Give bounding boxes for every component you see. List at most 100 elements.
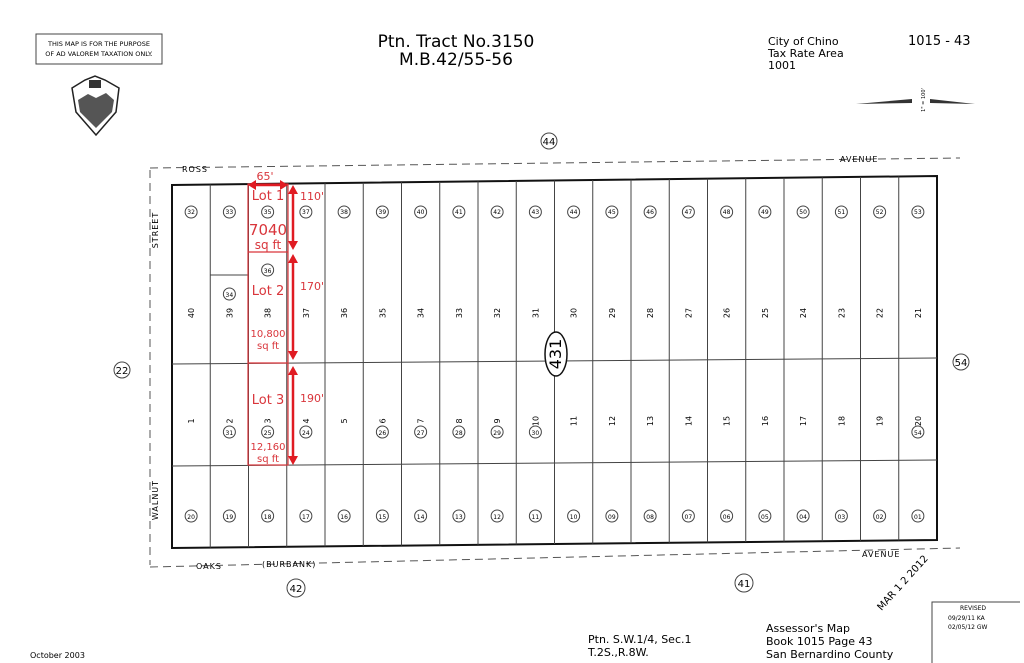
disclaimer-line-1: THIS MAP IS FOR THE PURPOSE: [47, 40, 150, 48]
parcel-circle: [490, 425, 504, 439]
parcel-number: 45: [608, 209, 616, 216]
parcel-number: 51: [838, 209, 846, 216]
parcel-number: 36: [264, 268, 272, 275]
parcel-circle: [567, 509, 581, 523]
street-street: STREET: [151, 212, 160, 249]
parcel-circle: [414, 425, 428, 439]
parcel-circle: [375, 425, 389, 439]
adjacent-page-refs: 44 22 54 42 41: [113, 132, 970, 598]
parcel-circle: [414, 205, 428, 219]
revision-2: 02/05/12 GW: [948, 624, 988, 631]
county-seal-icon: [71, 75, 120, 137]
parcel-circle: [911, 509, 925, 523]
parcel-number: 09: [608, 514, 616, 521]
parcel-number: 41: [455, 209, 463, 216]
parcel-circle: [299, 509, 313, 523]
lot-number: 18: [837, 416, 846, 426]
parcel-circle: [452, 509, 466, 523]
parcel-number: 28: [455, 430, 463, 437]
parcel-number: 25: [264, 430, 272, 437]
parcel-number: 03: [838, 514, 846, 521]
parcel-number: 15: [379, 514, 387, 521]
parcel-circle: [834, 509, 848, 523]
parcel-number: 33: [226, 209, 234, 216]
disclaimer-box: THIS MAP IS FOR THE PURPOSE OF AD VALORE…: [35, 33, 163, 65]
revision-box: REVISED 09/29/11 KA 02/05/12 GW: [931, 601, 1020, 663]
parcel-circle: [873, 509, 887, 523]
parcel-number: 11: [532, 514, 540, 521]
parcel-circle: [605, 205, 619, 219]
parcel-circle: [681, 509, 695, 523]
lot-number: 9: [493, 418, 502, 423]
lot2-area: 10,800: [251, 329, 286, 340]
lot-number: 33: [455, 308, 464, 318]
parcel-circle: [873, 205, 887, 219]
lot-number: 4: [302, 418, 311, 423]
parcel-circle: [337, 509, 351, 523]
parcel-number: 24: [302, 430, 310, 437]
streets: ROSS AVENUE STREET WALNUT OAKS (BURBANK)…: [149, 155, 961, 571]
parcel-circle: [528, 509, 542, 523]
disclaimer-line-2: OF AD VALOREM TAXATION ONLY.: [45, 50, 152, 58]
lot-number: 25: [761, 308, 770, 318]
lot-number: 1: [187, 418, 196, 423]
parcel-number: 29: [493, 430, 501, 437]
adjacent-page-right: 54: [955, 358, 968, 369]
parcel-number: 50: [799, 209, 807, 216]
parcel-circle: [911, 425, 925, 439]
lot-number: 27: [684, 308, 693, 318]
tax-rate-area: 1001: [768, 59, 796, 72]
section-line-2: T.2S.,R.8W.: [587, 646, 649, 659]
tax-rate-area-label: Tax Rate Area: [767, 47, 844, 60]
lot-number: 7: [417, 418, 426, 423]
lot-number: 35: [378, 308, 387, 318]
parcel-circle: [261, 509, 275, 523]
parcel-circle: [184, 509, 198, 523]
parcel-number: 05: [761, 514, 769, 521]
lot-number: 21: [914, 308, 923, 318]
adjacent-page-left: 22: [116, 366, 129, 377]
parcel-circle: [452, 205, 466, 219]
parcel-circle: [643, 509, 657, 523]
lot-number: 17: [799, 416, 808, 426]
tract-title: Ptn. Tract No.3150: [378, 32, 535, 52]
revision-1: 09/29/11 KA: [948, 615, 986, 622]
parcel-circle: [720, 509, 734, 523]
parcel-number: 52: [876, 209, 884, 216]
adjacent-page-bottom-left: 42: [290, 584, 303, 595]
street-avenue-bottom: AVENUE: [862, 550, 900, 559]
lot1-depth: 110': [300, 190, 324, 203]
lot-number: 32: [493, 308, 502, 318]
lot-number: 16: [761, 416, 770, 426]
parcel-number: 42: [493, 209, 501, 216]
parcel-number: 06: [723, 514, 731, 521]
parcel-circle: [758, 509, 772, 523]
lot3-area: 12,160: [251, 442, 286, 453]
parcel-number: 35: [264, 209, 272, 216]
lot3-depth: 190': [300, 392, 324, 405]
scale-label: 1" = 100': [921, 88, 927, 112]
parcel-circle: [796, 205, 810, 219]
parcel-circle: [490, 205, 504, 219]
parcel-number: 26: [379, 430, 387, 437]
parcel-number: 10: [570, 514, 578, 521]
map-date: October 2003: [30, 651, 85, 660]
parcel-number: 44: [570, 209, 578, 216]
parcel-number: 04: [799, 514, 807, 521]
lot-number: 30: [570, 308, 579, 318]
lot2-unit: sq ft: [257, 341, 279, 352]
assessor-line-2: Book 1015 Page 43: [766, 635, 873, 648]
parcel-circle: [184, 205, 198, 219]
lot-number: 15: [723, 416, 732, 426]
parcel-number: 38: [340, 209, 348, 216]
parcel-circle: [261, 425, 275, 439]
lot1-label: Lot 1: [252, 189, 284, 204]
parcel-number: 02: [876, 514, 884, 521]
city-name: City of Chino: [768, 35, 839, 48]
lot-number: 39: [225, 308, 234, 318]
lot-number: 34: [417, 308, 426, 318]
parcel-grid: 4032120393323119383532518373742417363851…: [171, 174, 938, 550]
parcel-circle: [490, 509, 504, 523]
lot-number: 3: [264, 418, 273, 423]
lot2-label: Lot 2: [252, 284, 284, 299]
